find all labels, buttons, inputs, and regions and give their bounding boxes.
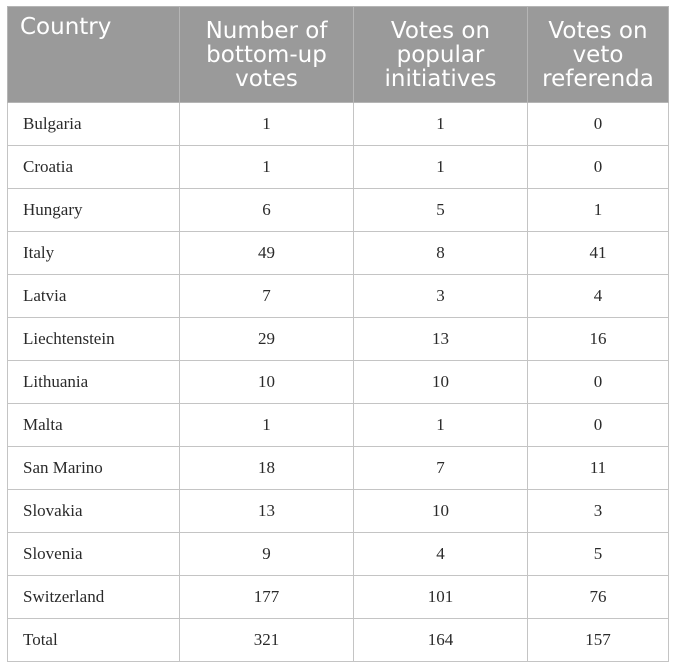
cell-veto-referenda: 76 [527, 575, 669, 619]
cell-bottom-up-votes: 49 [179, 231, 354, 275]
cell-bottom-up-votes: 1 [179, 403, 354, 447]
cell-popular-initiatives: 164 [353, 618, 528, 662]
table-row: Lithuania 10 10 0 [7, 360, 669, 404]
cell-veto-referenda: 4 [527, 274, 669, 318]
cell-veto-referenda: 16 [527, 317, 669, 361]
table-row: Bulgaria 1 1 0 [7, 102, 669, 146]
cell-popular-initiatives: 1 [353, 403, 528, 447]
cell-veto-referenda: 0 [527, 360, 669, 404]
cell-country: San Marino [7, 446, 180, 490]
cell-popular-initiatives: 1 [353, 145, 528, 189]
cell-bottom-up-votes: 321 [179, 618, 354, 662]
cell-country: Slovenia [7, 532, 180, 576]
table-row: Croatia 1 1 0 [7, 145, 669, 189]
bottom-up-votes-table: Country Number of bottom-up votes Votes … [7, 6, 669, 662]
cell-bottom-up-votes: 18 [179, 446, 354, 490]
cell-country: Malta [7, 403, 180, 447]
cell-country: Croatia [7, 145, 180, 189]
cell-bottom-up-votes: 177 [179, 575, 354, 619]
header-veto-referenda: Votes on veto referenda [527, 6, 669, 103]
table-row: San Marino 18 7 11 [7, 446, 669, 490]
cell-veto-referenda: 11 [527, 446, 669, 490]
cell-bottom-up-votes: 1 [179, 102, 354, 146]
table-row: Slovakia 13 10 3 [7, 489, 669, 533]
cell-popular-initiatives: 7 [353, 446, 528, 490]
header-bottom-up-votes: Number of bottom-up votes [179, 6, 354, 103]
cell-popular-initiatives: 8 [353, 231, 528, 275]
cell-veto-referenda: 3 [527, 489, 669, 533]
cell-veto-referenda: 1 [527, 188, 669, 232]
cell-country: Bulgaria [7, 102, 180, 146]
cell-bottom-up-votes: 6 [179, 188, 354, 232]
cell-popular-initiatives: 101 [353, 575, 528, 619]
cell-popular-initiatives: 4 [353, 532, 528, 576]
cell-veto-referenda: 157 [527, 618, 669, 662]
header-popular-initiatives: Votes on popular initiatives [353, 6, 528, 103]
table-row: Italy 49 8 41 [7, 231, 669, 275]
cell-veto-referenda: 41 [527, 231, 669, 275]
table-row: Liechtenstein 29 13 16 [7, 317, 669, 361]
cell-bottom-up-votes: 13 [179, 489, 354, 533]
cell-popular-initiatives: 10 [353, 489, 528, 533]
table-row: Switzerland 177 101 76 [7, 575, 669, 619]
cell-country: Slovakia [7, 489, 180, 533]
cell-veto-referenda: 0 [527, 145, 669, 189]
cell-bottom-up-votes: 7 [179, 274, 354, 318]
cell-popular-initiatives: 3 [353, 274, 528, 318]
cell-veto-referenda: 0 [527, 102, 669, 146]
table-row: Latvia 7 3 4 [7, 274, 669, 318]
cell-country: Switzerland [7, 575, 180, 619]
header-row: Country Number of bottom-up votes Votes … [7, 6, 669, 103]
cell-country: Italy [7, 231, 180, 275]
cell-bottom-up-votes: 29 [179, 317, 354, 361]
table-body: Bulgaria 1 1 0 Croatia 1 1 0 Hungary 6 5 1 Italy 49 8 4… [7, 102, 669, 662]
table-container: Country Number of bottom-up votes Votes … [7, 6, 669, 662]
cell-popular-initiatives: 1 [353, 102, 528, 146]
cell-country: Latvia [7, 274, 180, 318]
cell-bottom-up-votes: 9 [179, 532, 354, 576]
cell-veto-referenda: 0 [527, 403, 669, 447]
cell-popular-initiatives: 13 [353, 317, 528, 361]
total-row: Total 321 164 157 [7, 618, 669, 662]
cell-popular-initiatives: 10 [353, 360, 528, 404]
cell-bottom-up-votes: 1 [179, 145, 354, 189]
cell-country: Liechtenstein [7, 317, 180, 361]
header-country: Country [7, 6, 180, 103]
cell-popular-initiatives: 5 [353, 188, 528, 232]
table-header: Country Number of bottom-up votes Votes … [7, 6, 669, 103]
table-row: Slovenia 9 4 5 [7, 532, 669, 576]
cell-bottom-up-votes: 10 [179, 360, 354, 404]
cell-country: Hungary [7, 188, 180, 232]
table-row: Malta 1 1 0 [7, 403, 669, 447]
table-row: Hungary 6 5 1 [7, 188, 669, 232]
cell-veto-referenda: 5 [527, 532, 669, 576]
cell-country: Total [7, 618, 180, 662]
cell-country: Lithuania [7, 360, 180, 404]
